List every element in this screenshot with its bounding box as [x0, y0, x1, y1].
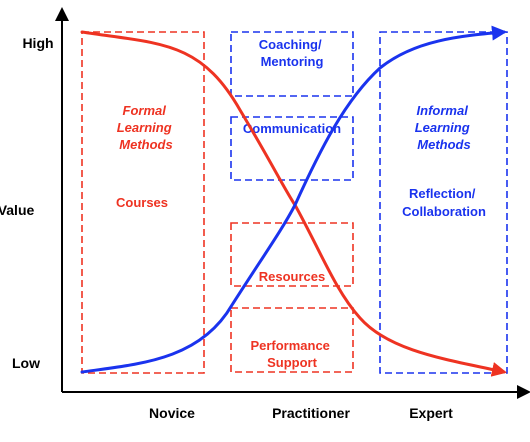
formal-methods-box	[81, 31, 205, 374]
resources-box	[230, 222, 354, 287]
formal-title-line-2: Learning	[117, 120, 172, 135]
informal-item-line-2: Collaboration	[402, 204, 486, 219]
informal-title-line-2: Learning	[415, 120, 470, 135]
informal-title-line-1: Informal	[417, 103, 469, 118]
performance-line-2: Support	[267, 355, 317, 370]
coaching-mentoring-box	[230, 31, 354, 97]
resources-label: Resources	[259, 269, 325, 284]
informal-title-line-3: Methods	[417, 137, 470, 152]
formal-title-line-3: Methods	[119, 137, 172, 152]
communication-label: Communication	[243, 121, 341, 136]
x-axis-novice-label: Novice	[149, 405, 195, 421]
informal-methods-title: Informal Learning Methods	[415, 103, 474, 152]
informal-item-line-1: Reflection/	[409, 186, 476, 201]
coaching-mentoring-label: Coaching/ Mentoring	[259, 37, 325, 69]
formal-methods-title: Formal Learning Methods	[117, 103, 176, 152]
coaching-line-2: Mentoring	[261, 54, 324, 69]
x-axis-expert-label: Expert	[409, 405, 453, 421]
performance-line-1: Performance	[250, 338, 329, 353]
y-axis-low-label: Low	[12, 355, 40, 371]
informal-curve	[80, 25, 507, 374]
coaching-line-1: Coaching/	[259, 37, 322, 52]
informal-methods-box	[379, 31, 508, 374]
x-axis-practitioner-label: Practitioner	[272, 405, 350, 421]
y-axis-title: Value	[0, 202, 34, 218]
y-axis-high-label: High	[22, 35, 53, 51]
communication-box	[230, 116, 354, 181]
informal-item-reflection: Reflection/ Collaboration	[402, 186, 486, 219]
performance-support-label: Performance Support	[250, 338, 333, 370]
performance-support-box	[230, 307, 354, 373]
formal-title-line-1: Formal	[123, 103, 167, 118]
formal-item-courses: Courses	[116, 195, 168, 210]
